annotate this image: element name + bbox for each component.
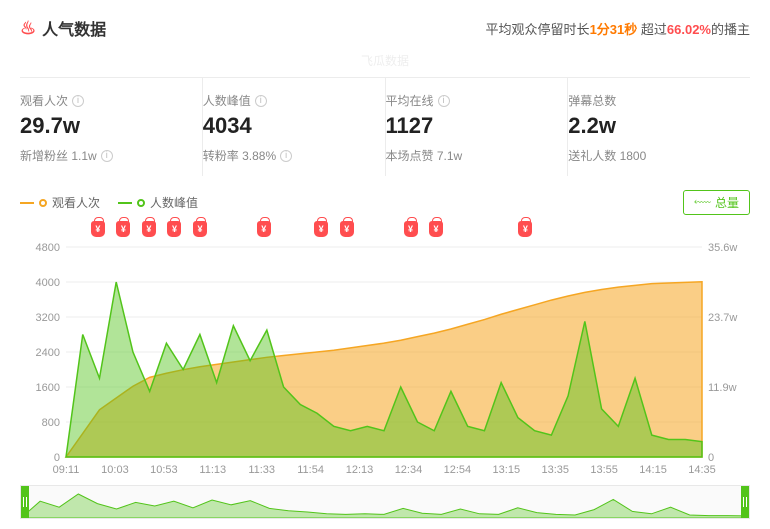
gift-bag-icon[interactable] [314,221,328,237]
stat-block: 人数峰值i 4034 转粉率 3.88%i [203,78,386,176]
svg-text:3200: 3200 [36,312,60,324]
stat-value: 1127 [386,113,568,139]
summary-text: 平均观众停留时长1分31秒 超过66.02%的播主 [486,19,750,38]
info-icon[interactable]: i [72,95,84,107]
legend-item-peak[interactable]: 人数峰值 [118,194,198,211]
brush-handle-right[interactable] [741,486,749,518]
event-markers [66,221,704,241]
stat-block: 平均在线i 1127 本场点赞 7.1w [386,78,569,176]
stat-label: 平均在线i [386,92,568,109]
info-icon[interactable]: i [280,150,292,162]
stat-sub: 本场点赞 7.1w [386,147,568,164]
stats-row: 观看人次i 29.7w 新增粉丝 1.1wi人数峰值i 4034 转粉率 3.8… [20,77,750,176]
watermark: 飞瓜数据 [20,52,750,69]
svg-text:11.9w: 11.9w [708,382,737,394]
stat-label: 人数峰值i [203,92,385,109]
stat-value: 29.7w [20,113,202,139]
brush-handle-left[interactable] [21,486,29,518]
stat-label: 观看人次i [20,92,202,109]
svg-text:23.7w: 23.7w [708,312,737,324]
svg-text:12:54: 12:54 [444,464,472,476]
total-toggle[interactable]: ⬳ 总量 [683,190,750,215]
gift-bag-icon[interactable] [193,221,207,237]
svg-text:10:53: 10:53 [150,464,178,476]
svg-text:800: 800 [42,417,60,429]
svg-text:14:35: 14:35 [688,464,716,476]
svg-text:13:35: 13:35 [541,464,569,476]
svg-text:4000: 4000 [36,277,60,289]
svg-text:11:33: 11:33 [248,464,275,476]
flame-icon: ♨ [20,18,36,39]
gift-bag-icon[interactable] [257,221,271,237]
info-icon[interactable]: i [438,95,450,107]
gift-bag-icon[interactable] [142,221,156,237]
info-icon[interactable]: i [101,150,113,162]
time-brush[interactable] [20,485,750,519]
stat-value: 2.2w [568,113,750,139]
gift-bag-icon[interactable] [518,221,532,237]
svg-text:2400: 2400 [36,347,60,359]
svg-text:09:11: 09:11 [53,464,80,476]
svg-text:0: 0 [54,452,60,464]
svg-text:10:03: 10:03 [101,464,129,476]
svg-text:1600: 1600 [36,382,60,394]
stat-sub: 转粉率 3.88%i [203,147,385,164]
svg-text:14:15: 14:15 [639,464,667,476]
legend-item-views[interactable]: 观看人次 [20,194,100,211]
stat-sub: 送礼人数 1800 [568,147,750,164]
stat-sub: 新增粉丝 1.1wi [20,147,202,164]
info-icon[interactable]: i [255,95,267,107]
chart-legend: 观看人次 人数峰值 [20,194,198,211]
svg-text:12:34: 12:34 [395,464,423,476]
main-chart[interactable]: 0 800 1600 2400 3200 4000 4800 0 11.9w 23.7w 35.6w… [20,221,750,481]
svg-text:11:13: 11:13 [199,464,226,476]
svg-text:0: 0 [708,452,714,464]
svg-text:4800: 4800 [36,242,60,254]
gift-bag-icon[interactable] [340,221,354,237]
gift-bag-icon[interactable] [116,221,130,237]
svg-text:11:54: 11:54 [297,464,324,476]
gift-bag-icon[interactable] [167,221,181,237]
gift-bag-icon[interactable] [91,221,105,237]
stat-block: 弹幕总数 2.2w 送礼人数 1800 [568,78,750,176]
chart-line-icon: ⬳ [694,195,711,210]
panel-title: ♨ 人气数据 [20,16,106,40]
gift-bag-icon[interactable] [429,221,443,237]
stat-block: 观看人次i 29.7w 新增粉丝 1.1wi [20,78,203,176]
title-text: 人气数据 [42,16,106,40]
svg-text:13:55: 13:55 [590,464,618,476]
svg-text:13:15: 13:15 [493,464,521,476]
svg-text:12:13: 12:13 [346,464,374,476]
stat-label: 弹幕总数 [568,92,750,109]
svg-text:35.6w: 35.6w [708,242,737,254]
gift-bag-icon[interactable] [404,221,418,237]
stat-value: 4034 [203,113,385,139]
